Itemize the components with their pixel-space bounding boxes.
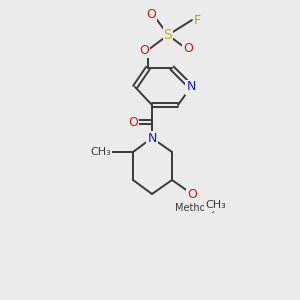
Text: N: N xyxy=(147,131,157,145)
Text: CH₃: CH₃ xyxy=(90,147,111,157)
Text: CH₃: CH₃ xyxy=(205,200,226,210)
Text: F: F xyxy=(194,14,201,26)
Text: O: O xyxy=(128,116,138,128)
Text: O: O xyxy=(187,188,197,200)
Text: N: N xyxy=(186,80,196,94)
Text: S: S xyxy=(164,28,172,42)
Text: Methoxy: Methoxy xyxy=(175,203,217,213)
Text: O: O xyxy=(183,43,193,56)
Text: O: O xyxy=(146,8,156,22)
Text: O: O xyxy=(139,44,149,56)
